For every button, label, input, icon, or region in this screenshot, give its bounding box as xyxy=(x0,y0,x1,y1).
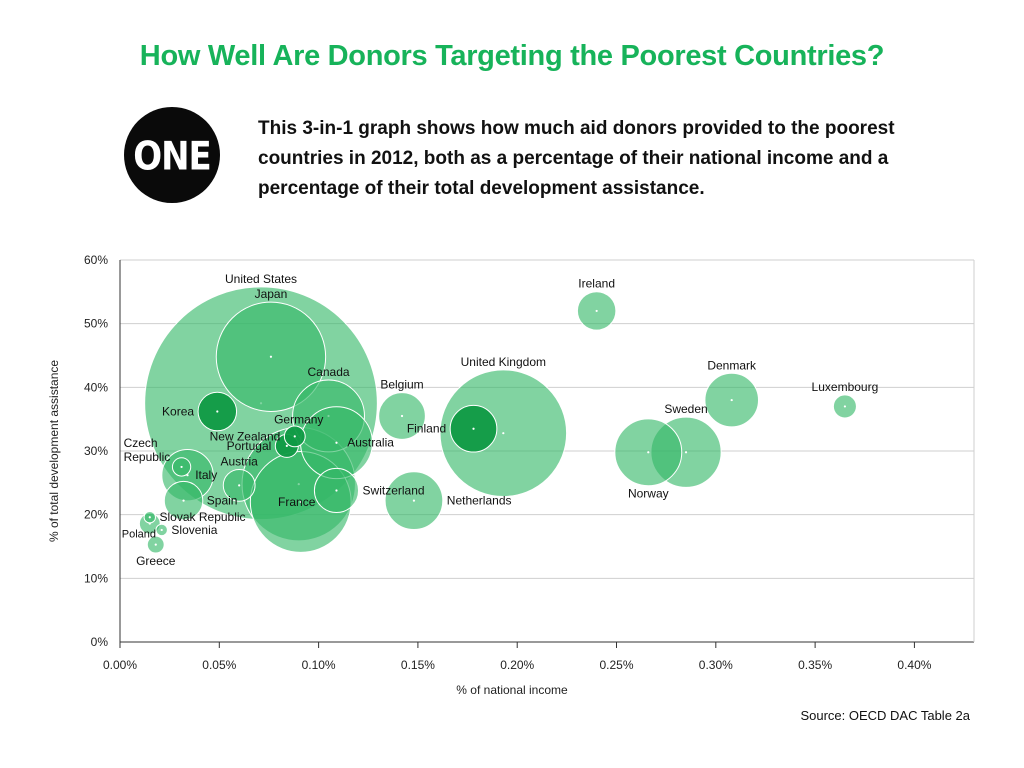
x-tick-label: 0.40% xyxy=(897,658,931,672)
x-tick-label: 0.20% xyxy=(500,658,534,672)
point-label-korea: Korea xyxy=(162,405,194,419)
bubble-center-dot xyxy=(730,398,733,402)
bubble-center-dot xyxy=(182,499,185,502)
x-tick-label: 0.10% xyxy=(302,658,336,672)
y-tick-label: 0% xyxy=(91,635,109,649)
point-label-sweden: Sweden xyxy=(664,402,707,416)
point-label-finland: Finland xyxy=(407,422,446,436)
point-label-belgium: Belgium xyxy=(380,378,423,392)
source-note: Source: OECD DAC Table 2a xyxy=(800,708,970,723)
bubble-chart: 0% 10% 20% 30% 40% 50% 60% 0.00% 0.05% 0.10% 0.15%… xyxy=(47,253,975,697)
point-label-netherlands: Netherlands xyxy=(447,494,512,508)
point-label-switzerland: Switzerland xyxy=(363,483,425,497)
point-label-united-states: United States xyxy=(225,272,297,286)
bubble-center-dot xyxy=(154,543,157,546)
point-label-ireland: Ireland xyxy=(578,277,615,291)
point-label-portugal: Portugal xyxy=(227,439,272,453)
chart-title: How Well Are Donors Targeting the Poores… xyxy=(139,40,885,72)
y-tick-label: 40% xyxy=(84,380,108,394)
x-tick-label: 0.25% xyxy=(599,658,633,672)
y-tick-label: 50% xyxy=(84,317,108,331)
point-label-france: France xyxy=(278,495,316,509)
bubble-center-dot xyxy=(216,410,219,413)
x-tick-label: 0.15% xyxy=(401,658,435,672)
bubble-center-dot xyxy=(148,516,151,519)
bubble-center-dot xyxy=(293,435,296,438)
point-label-germany: Germany xyxy=(274,412,323,426)
x-tick-label: 0.05% xyxy=(202,658,236,672)
point-label-japan: Japan xyxy=(255,287,288,301)
bubble-center-dot xyxy=(285,444,288,448)
bubble-center-dot xyxy=(684,451,688,454)
point-label-australia: Australia xyxy=(347,436,394,450)
point-label-norway: Norway xyxy=(628,487,669,501)
point-label-austria: Austria xyxy=(220,454,258,468)
y-tick-label: 30% xyxy=(84,444,108,458)
one-logo-text: ONE xyxy=(133,134,212,180)
bubble-center-dot xyxy=(269,355,273,358)
bubble-center-dot xyxy=(472,427,475,430)
bubble-center-dot xyxy=(335,441,338,444)
bubble-center-dot xyxy=(595,309,598,313)
bubble-center-dot xyxy=(160,528,163,532)
x-axis-label: % of national income xyxy=(456,683,568,697)
point-label-new-zealand: New Zealand xyxy=(210,429,281,443)
x-tick-label: 0.35% xyxy=(798,658,832,672)
point-label-canada: Canada xyxy=(308,365,350,379)
point-label-czech-republic: Czech Republic xyxy=(124,436,171,464)
bubble-center-dot xyxy=(335,489,338,492)
x-tick-label: 0.00% xyxy=(103,658,137,672)
bubble-center-dot xyxy=(299,500,302,504)
x-tick-label: 0.30% xyxy=(699,658,733,672)
point-label-slovak-republic: Slovak Republic xyxy=(160,510,246,524)
bubble-center-dot xyxy=(400,414,404,418)
y-tick-label: 10% xyxy=(84,571,108,585)
point-label-denmark: Denmark xyxy=(707,358,757,372)
one-logo: ONE xyxy=(124,107,220,203)
y-tick-label: 20% xyxy=(84,508,108,522)
bubble-center-dot xyxy=(502,432,505,435)
axes: 0% 10% 20% 30% 40% 50% 60% 0.00% 0.05% 0.10% 0.15%… xyxy=(84,253,932,672)
point-label-luxembourg: Luxembourg xyxy=(812,380,879,394)
bubble-center-dot xyxy=(843,405,847,408)
intro-text: This 3-in-1 graph shows how much aid don… xyxy=(258,118,895,199)
bubble-center-dot xyxy=(412,499,416,502)
bubble-center-dot xyxy=(180,465,183,469)
bubbles xyxy=(138,286,857,554)
point-label-italy: Italy xyxy=(195,468,217,482)
point-label-united-kingdom: United Kingdom xyxy=(461,355,546,369)
point-label-greece: Greece xyxy=(136,554,176,568)
bubble-center-dot xyxy=(647,451,650,454)
y-tick-label: 60% xyxy=(84,253,108,267)
point-label-poland: Poland xyxy=(122,529,156,541)
point-label-spain: Spain xyxy=(207,494,238,508)
point-label-slovenia: Slovenia xyxy=(171,523,217,537)
y-axis-label: % of total development assistance xyxy=(47,360,61,542)
bubble-center-dot xyxy=(238,484,241,487)
